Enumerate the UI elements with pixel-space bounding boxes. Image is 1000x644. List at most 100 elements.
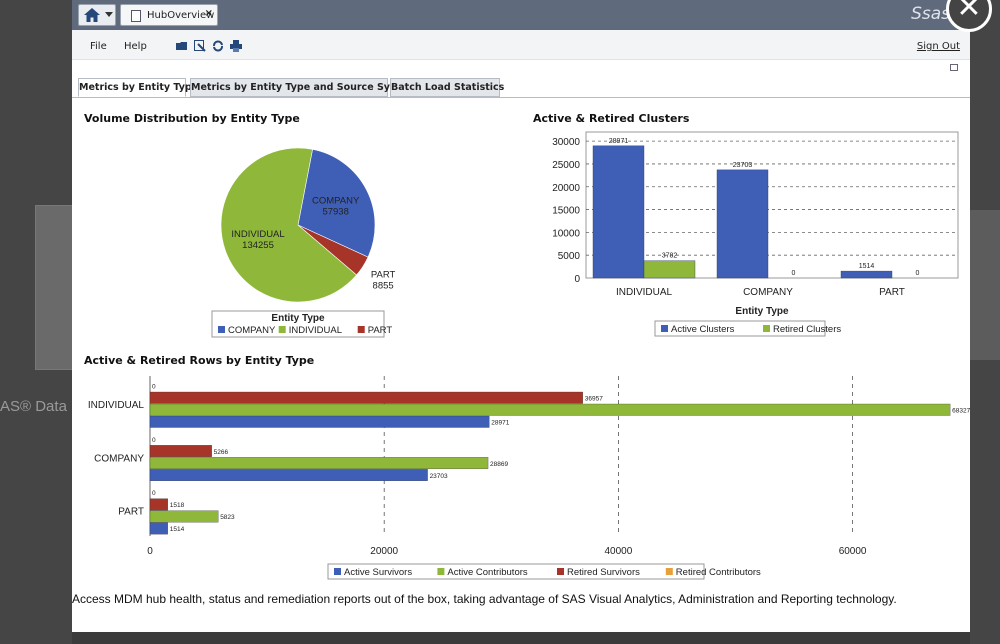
- clusters-y-tick: 0: [574, 274, 580, 285]
- clusters-data-label: 23703: [733, 162, 753, 169]
- pie-label-part: PART: [371, 269, 396, 280]
- rows-legend-swatch-active-survivors: [334, 568, 341, 575]
- clusters-y-tick: 5000: [558, 251, 581, 262]
- menu-file[interactable]: File: [90, 41, 107, 52]
- menu-bar: File Help Sign Out: [72, 30, 970, 60]
- tab-batch-load-statistics[interactable]: Batch Load Statistics: [390, 78, 504, 97]
- clusters-y-tick: 30000: [552, 137, 580, 148]
- background-thumbnail-right: [968, 210, 1000, 360]
- sas-logo: Ssas: [911, 4, 950, 24]
- sign-out-link[interactable]: Sign Out: [916, 41, 960, 52]
- pie-legend-swatch-company: [218, 326, 225, 333]
- clusters-x-tick-part: PART: [879, 287, 905, 298]
- rows-bar-retired-survivors-individual[interactable]: [149, 391, 583, 404]
- clusters-bar-active-clusters-part[interactable]: [840, 270, 893, 279]
- clusters-x-tick-individual: INDIVIDUAL: [616, 287, 673, 298]
- rows-data-label: 5823: [220, 514, 235, 521]
- rows-data-label: 0: [152, 490, 156, 497]
- clusters-legend-label-active-clusters: Active Clusters: [671, 324, 735, 335]
- print-icon[interactable]: [230, 40, 242, 52]
- rows-x-tick: 20000: [370, 546, 398, 557]
- rows-data-label: 28869: [490, 461, 508, 468]
- home-button[interactable]: [78, 4, 116, 26]
- clusters-chart-title: Active & Retired Clusters: [533, 112, 690, 125]
- rows-data-label: 5266: [214, 449, 229, 456]
- close-tab-icon[interactable]: ×: [204, 8, 213, 19]
- pie-legend-label-individual: INDIVIDUAL: [289, 325, 342, 336]
- rows-data-label: 23703: [430, 473, 448, 480]
- pie-value-part: 8855: [373, 280, 394, 291]
- rows-data-label: 36957: [585, 396, 603, 403]
- rows-bar-active-contributors-company[interactable]: [149, 457, 489, 469]
- rows-bar-retired-survivors-company[interactable]: [149, 445, 212, 457]
- clusters-y-tick: 10000: [552, 228, 580, 239]
- clusters-x-tick-company: COMPANY: [743, 287, 793, 298]
- tab-metrics-by-entity-type-and-source[interactable]: Metrics by Entity Type and Source System: [190, 78, 417, 97]
- clusters-legend-swatch-retired-clusters: [763, 325, 770, 332]
- pie-legend-label-company: COMPANY: [228, 325, 276, 336]
- rows-legend-label-active-survivors: Active Survivors: [344, 567, 412, 578]
- footer-caption: Access MDM hub health, status and remedi…: [72, 592, 897, 606]
- rows-data-label: 0: [152, 437, 156, 444]
- clusters-bar-retired-clusters-individual[interactable]: [643, 260, 696, 279]
- pie-legend-label-part: PART: [368, 325, 393, 336]
- rows-legend-swatch-active-contributors: [437, 568, 445, 575]
- rows-bar-chart: 0 36957 68327 28971 0 5266 28869 23703 0 1518 5823…: [88, 376, 970, 580]
- rows-y-tick-company: COMPANY: [94, 453, 144, 464]
- pie-value-company: 57938: [322, 207, 348, 218]
- tab-strip-line: [72, 97, 970, 98]
- document-icon: [131, 10, 141, 22]
- clusters-legend-box: [654, 320, 826, 337]
- pie-chart-title: Volume Distribution by Entity Type: [84, 112, 300, 125]
- rows-y-tick-individual: INDIVIDUAL: [88, 400, 145, 411]
- rows-bar-active-survivors-company[interactable]: [149, 469, 428, 481]
- clusters-data-label: 28971: [609, 138, 629, 145]
- pie-value-individual: 134255: [242, 240, 274, 251]
- clusters-bar-active-clusters-company[interactable]: [716, 169, 769, 279]
- rows-bar-retired-survivors-part[interactable]: [149, 498, 168, 511]
- clusters-bar-active-clusters-individual[interactable]: [592, 145, 645, 279]
- tab-metrics-by-entity-type[interactable]: Metrics by Entity Type: [78, 78, 198, 97]
- clusters-y-tick: 15000: [552, 206, 580, 217]
- rows-x-tick: 40000: [604, 546, 632, 557]
- rows-data-label: 1518: [170, 502, 185, 509]
- rows-legend-box: [327, 563, 705, 580]
- pie-slice-company[interactable]: [297, 149, 376, 258]
- menu-help[interactable]: Help: [124, 41, 147, 52]
- edit-report-icon[interactable]: [194, 40, 206, 52]
- document-tab[interactable]: HubOverview ×: [120, 4, 218, 26]
- rows-legend-label-retired-contributors: Retired Contributors: [676, 567, 761, 578]
- pie-legend-box: [211, 310, 385, 338]
- rows-data-label: 68327: [952, 408, 970, 415]
- pie-legend-swatch-part: [357, 326, 365, 333]
- rows-bar-active-survivors-individual[interactable]: [149, 415, 490, 428]
- rows-data-label: 28971: [491, 420, 509, 427]
- clusters-data-label: 0: [792, 270, 796, 277]
- rows-bar-active-survivors-part[interactable]: [149, 522, 168, 535]
- clusters-legend-label-retired-clusters: Retired Clusters: [773, 324, 841, 335]
- rows-legend-swatch-retired-survivors: [557, 568, 564, 575]
- rows-bar-active-contributors-part[interactable]: [149, 510, 219, 523]
- pie-slice-individual[interactable]: [220, 147, 357, 303]
- pie-legend-swatch-individual: [278, 326, 286, 333]
- rows-x-tick: 0: [147, 546, 153, 557]
- rows-data-label: 0: [152, 384, 156, 391]
- pie-label-company: COMPANY: [312, 196, 360, 207]
- chevron-down-icon[interactable]: [105, 12, 113, 17]
- rows-legend-label-retired-survivors: Retired Survivors: [567, 567, 640, 578]
- refresh-icon[interactable]: [212, 40, 224, 52]
- report-window: HubOverview × Ssas File Help Sign Out Me…: [72, 0, 970, 632]
- clusters-data-label: 3782: [662, 253, 678, 260]
- clusters-data-label: 1514: [859, 263, 875, 270]
- title-bar: HubOverview × Ssas: [72, 0, 970, 30]
- clusters-y-tick: 20000: [552, 183, 580, 194]
- rows-y-tick-part: PART: [118, 507, 144, 518]
- clusters-y-tick: 25000: [552, 160, 580, 171]
- background-text: AS® Data: [0, 398, 67, 415]
- rows-legend-swatch-retired-contributors: [665, 568, 673, 575]
- open-folder-icon[interactable]: [176, 40, 188, 52]
- rows-bar-active-contributors-individual[interactable]: [149, 403, 951, 416]
- maximize-icon[interactable]: [950, 64, 958, 71]
- home-icon: [84, 8, 100, 22]
